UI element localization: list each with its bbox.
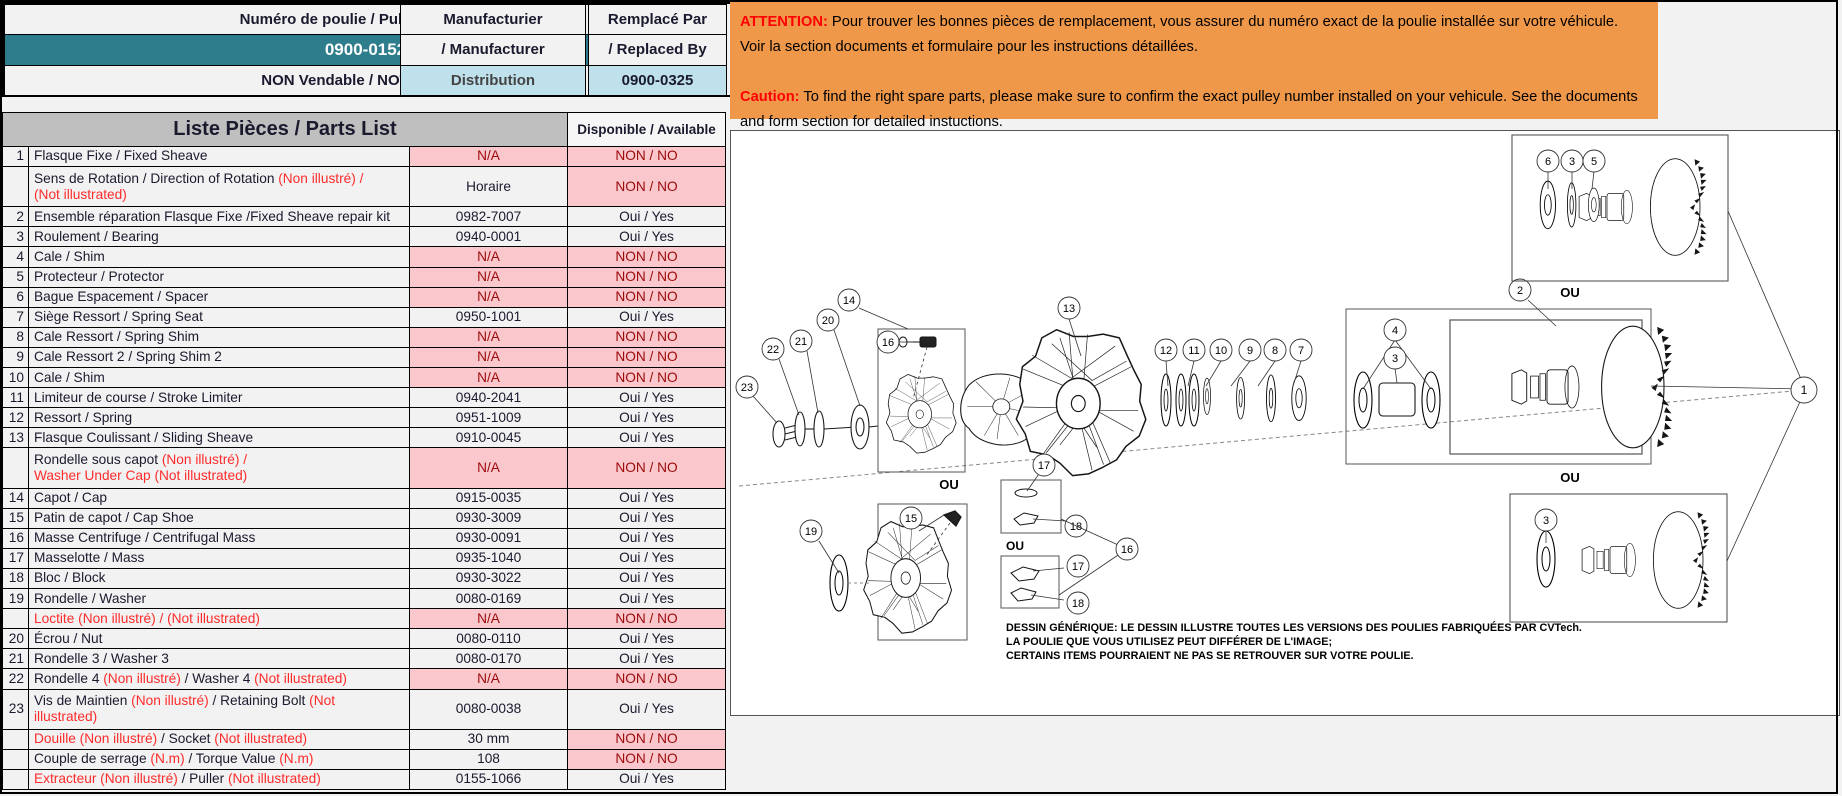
- svg-text:6: 6: [1545, 156, 1551, 168]
- svg-text:9: 9: [1247, 345, 1253, 357]
- svg-text:1: 1: [1801, 383, 1808, 397]
- svg-text:DESSIN GÉNÉRIQUE: LE DESSIN IL: DESSIN GÉNÉRIQUE: LE DESSIN ILLUSTRE TOU…: [1006, 621, 1582, 634]
- svg-text:8: 8: [1272, 345, 1278, 357]
- svg-text:14: 14: [843, 295, 855, 307]
- svg-text:11: 11: [1188, 345, 1199, 357]
- svg-text:4: 4: [1392, 325, 1398, 337]
- svg-text:13: 13: [1063, 303, 1075, 315]
- svg-text:22: 22: [767, 344, 779, 356]
- svg-text:3: 3: [1569, 156, 1575, 168]
- svg-text:CERTAINS ITEMS POURRAIENT NE P: CERTAINS ITEMS POURRAIENT NE PAS SE RETR…: [1006, 650, 1414, 662]
- svg-text:OU: OU: [1006, 539, 1024, 553]
- svg-text:5: 5: [1591, 156, 1597, 168]
- svg-text:OU: OU: [1560, 285, 1580, 300]
- svg-text:10: 10: [1215, 345, 1227, 357]
- svg-text:17: 17: [1038, 460, 1050, 472]
- svg-text:OU: OU: [1560, 470, 1580, 485]
- svg-text:LA POULIE QUE VOUS UTILISEZ PE: LA POULIE QUE VOUS UTILISEZ PEUT DIFFÉRE…: [1006, 635, 1332, 648]
- svg-text:18: 18: [1070, 521, 1082, 533]
- svg-text:23: 23: [741, 382, 753, 394]
- svg-text:7: 7: [1298, 345, 1304, 357]
- svg-text:19: 19: [805, 526, 817, 538]
- svg-text:3: 3: [1543, 515, 1549, 527]
- svg-text:20: 20: [822, 315, 834, 327]
- svg-text:12: 12: [1160, 345, 1172, 357]
- svg-text:3: 3: [1392, 353, 1398, 365]
- svg-text:OU: OU: [939, 477, 959, 492]
- svg-text:16: 16: [1121, 544, 1133, 556]
- svg-text:2: 2: [1517, 285, 1523, 297]
- svg-text:17: 17: [1072, 561, 1084, 573]
- svg-text:15: 15: [905, 513, 917, 525]
- svg-text:18: 18: [1072, 598, 1084, 610]
- svg-text:16: 16: [882, 337, 894, 349]
- svg-text:21: 21: [795, 336, 807, 348]
